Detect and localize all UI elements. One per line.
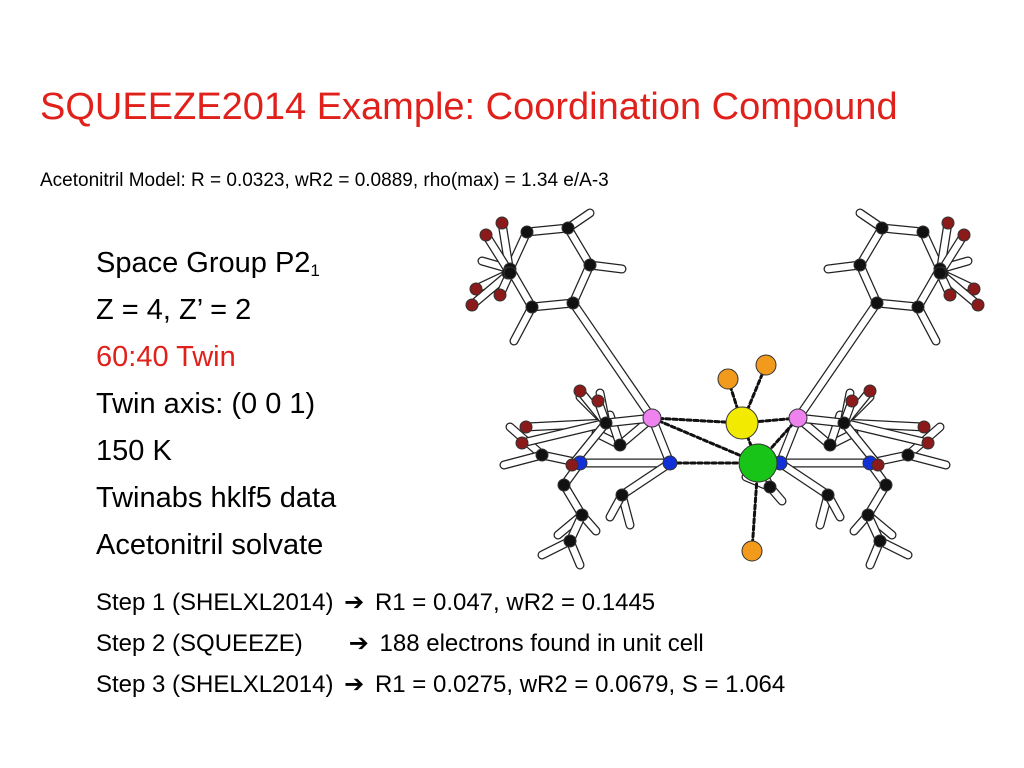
carbon-atom <box>599 416 613 430</box>
oxygen-atom <box>565 458 579 472</box>
step-row: Step 2 (SQUEEZE) ➔ 188 electrons found in… <box>96 623 785 664</box>
metal-atom <box>725 406 759 440</box>
halide-atom <box>741 540 763 562</box>
carbon-atom <box>901 448 915 462</box>
bond <box>518 419 610 447</box>
bond <box>856 224 886 269</box>
carbon-atom <box>861 508 875 522</box>
oxygen-atom <box>917 420 931 434</box>
oxygen-atom <box>469 282 483 296</box>
step-label: Step 3 (SHELXL2014) <box>96 671 334 698</box>
temperature: 150 K <box>96 435 172 467</box>
molecular-structure-figure <box>465 208 985 570</box>
oxygen-atom <box>591 394 605 408</box>
halide-atom <box>717 368 739 390</box>
bond <box>500 451 546 469</box>
bond <box>564 224 594 269</box>
carbon-atom <box>615 488 629 502</box>
bond <box>523 224 572 236</box>
carbon-atom <box>613 438 627 452</box>
crystal-data-list: Space Group P21 Z = 4, Z’ = 2 60:40 Twin… <box>96 240 336 569</box>
z-values: Z = 4, Z’ = 2 <box>96 294 252 326</box>
step-result: 188 electrons found in unit cell <box>379 630 704 657</box>
carbon-atom <box>583 258 597 272</box>
oxygen-atom <box>573 384 587 398</box>
oxygen-atom <box>493 288 507 302</box>
oxygen-atom <box>921 436 935 450</box>
carbon-atom <box>535 448 549 462</box>
phosphorus-atom <box>642 408 662 428</box>
oxygen-atom <box>967 282 981 296</box>
twin-axis: Twin axis: (0 0 1) <box>96 388 316 420</box>
bond <box>904 451 950 469</box>
carbon-atom <box>870 296 884 310</box>
carbon-atom <box>853 258 867 272</box>
metal-atom <box>738 443 778 483</box>
carbon-atom <box>823 438 837 452</box>
oxygen-atom <box>971 298 985 312</box>
step-result: R1 = 0.047, wR2 = 0.1445 <box>374 589 656 616</box>
carbon-atom <box>821 488 835 502</box>
carbon-atom <box>575 508 589 522</box>
carbon-atom <box>879 478 893 492</box>
bond <box>840 419 932 447</box>
oxygen-atom <box>957 228 971 242</box>
data-type: Twinabs hklf5 data <box>96 482 337 514</box>
arrow-icon: ➔ <box>344 671 365 698</box>
oxygen-atom <box>495 216 509 230</box>
carbon-atom <box>933 266 947 280</box>
carbon-atom <box>561 221 575 235</box>
space-group: Space Group P21 <box>96 240 336 287</box>
arrow-icon: ➔ <box>348 630 369 657</box>
twin-ratio: 60:40 Twin <box>96 341 236 373</box>
carbon-atom <box>525 300 539 314</box>
atoms <box>465 216 985 562</box>
halide-atom <box>755 354 777 376</box>
bond <box>569 261 594 307</box>
nitrogen-atom <box>662 455 678 471</box>
carbon-atom <box>563 534 577 548</box>
oxygen-atom <box>519 420 533 434</box>
bond <box>873 299 922 311</box>
space-group-subscript: 1 <box>310 261 320 280</box>
step-label: Step 1 (SHELXL2014) <box>96 589 334 616</box>
oxygen-atom <box>943 288 957 302</box>
step-label: Step 2 (SQUEEZE) <box>96 630 303 657</box>
carbon-atom <box>837 416 851 430</box>
phosphorus-atom <box>788 408 808 428</box>
bond <box>776 459 832 499</box>
bond <box>856 261 881 307</box>
solvate: Acetonitril solvate <box>96 529 324 561</box>
carbon-atom <box>875 221 889 235</box>
step-row: Step 1 (SHELXL2014) ➔ R1 = 0.047, wR2 = … <box>96 582 785 623</box>
bond <box>618 459 674 499</box>
slide-title: SQUEEZE2014 Example: Coordination Compou… <box>40 86 898 128</box>
arrow-icon: ➔ <box>344 589 365 616</box>
carbon-atom <box>557 478 571 492</box>
oxygen-atom <box>845 394 859 408</box>
model-summary: Acetonitril Model: R = 0.0323, wR2 = 0.0… <box>40 170 609 191</box>
carbon-atom <box>520 225 534 239</box>
space-group-text: Space Group P2 <box>96 247 311 279</box>
carbon-atom <box>566 296 580 310</box>
bond <box>878 224 927 236</box>
bond <box>569 299 656 422</box>
oxygen-atom <box>871 458 885 472</box>
carbon-atom <box>873 534 887 548</box>
carbon-atom <box>916 225 930 239</box>
refinement-steps: Step 1 (SHELXL2014) ➔ R1 = 0.047, wR2 = … <box>96 582 785 705</box>
step-row: Step 3 (SHELXL2014) ➔ R1 = 0.0275, wR2 =… <box>96 664 785 705</box>
oxygen-atom <box>863 384 877 398</box>
step-result: R1 = 0.0275, wR2 = 0.0679, S = 1.064 <box>374 671 786 698</box>
oxygen-atom <box>465 298 479 312</box>
oxygen-atom <box>515 436 529 450</box>
carbon-atom <box>503 266 517 280</box>
carbon-atom <box>763 480 777 494</box>
carbon-atom <box>911 300 925 314</box>
oxygen-atom <box>479 228 493 242</box>
bond <box>528 299 577 311</box>
oxygen-atom <box>941 216 955 230</box>
bond <box>794 299 881 422</box>
